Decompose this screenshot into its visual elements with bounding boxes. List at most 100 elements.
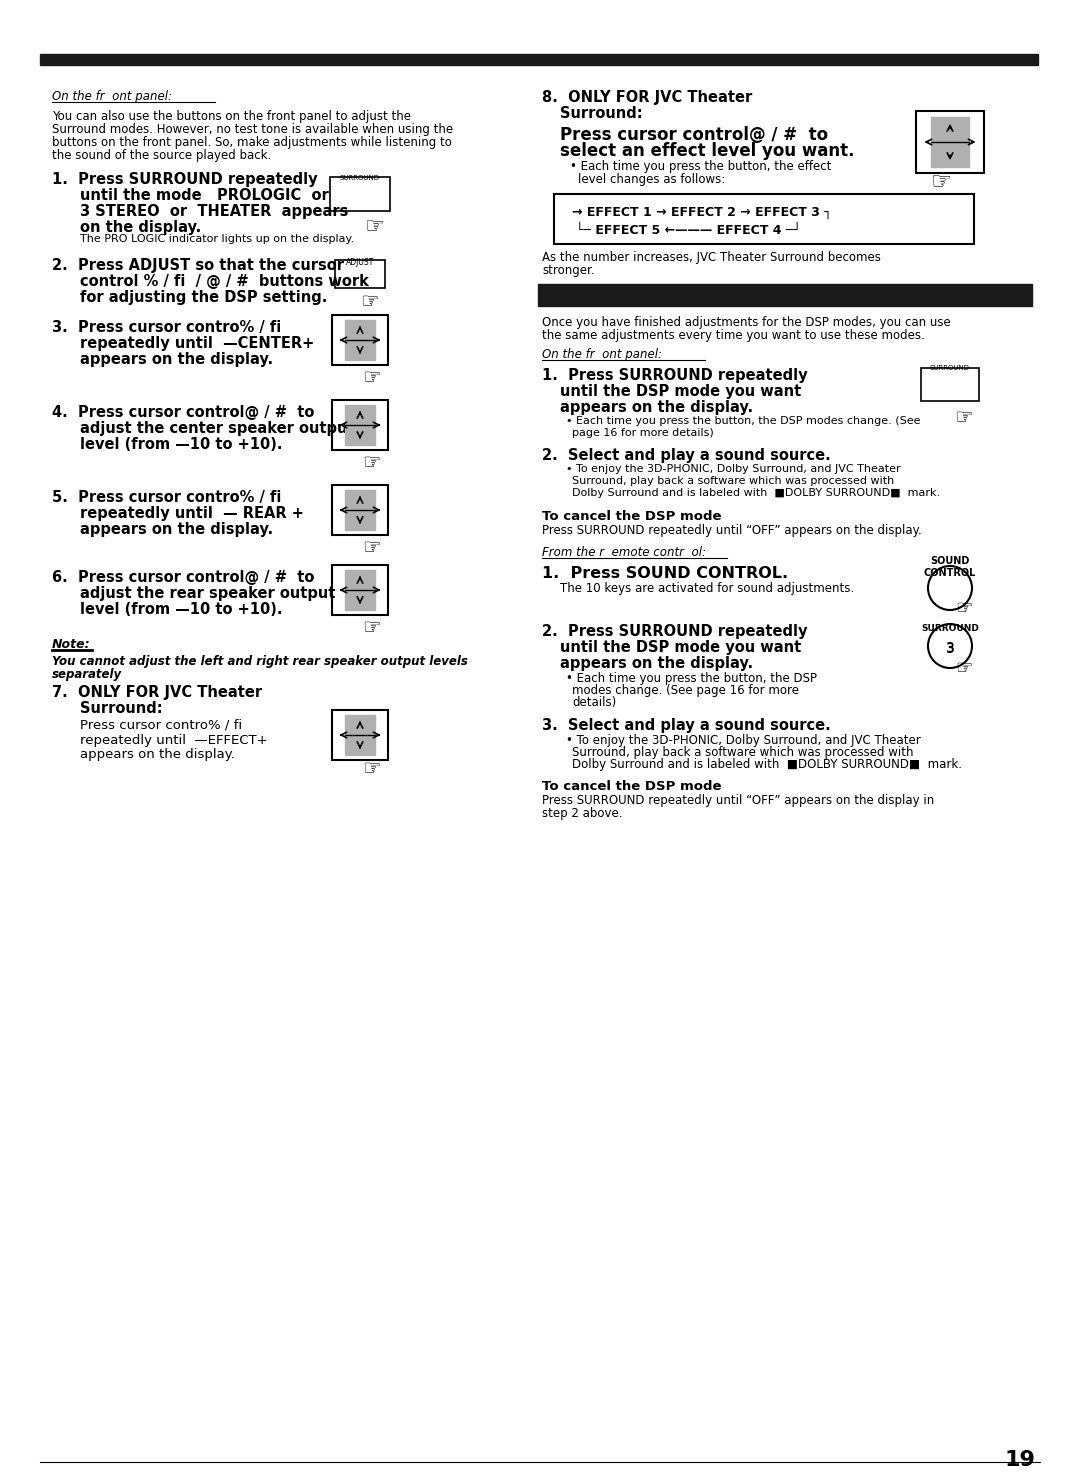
Text: Press SURROUND repeatedly until “OFF” appears on the display.: Press SURROUND repeatedly until “OFF” ap… [542, 523, 921, 537]
Text: ☞: ☞ [955, 658, 973, 678]
Text: You can also use the buttons on the front panel to adjust the: You can also use the buttons on the fron… [52, 110, 411, 123]
Text: ☞: ☞ [363, 368, 381, 389]
Text: repeatedly until  — REAR +: repeatedly until — REAR + [80, 506, 303, 521]
Text: Surround:: Surround: [80, 701, 163, 716]
Bar [345, 405, 376, 426]
Text: The PRO LOGIC indicator lights up on the display.: The PRO LOGIC indicator lights up on the… [80, 234, 354, 245]
Text: SURROUND: SURROUND [930, 365, 970, 372]
Bar [335, 260, 384, 288]
Text: • To enjoy the 3D-PHONIC, Dolby Surround, and JVC Theater: • To enjoy the 3D-PHONIC, Dolby Surround… [566, 734, 921, 747]
Text: until the DSP mode you want: until the DSP mode you want [561, 641, 801, 655]
Text: modes change. (See page 16 for more: modes change. (See page 16 for more [572, 684, 799, 697]
Text: └─ EFFECT 5 ←——— EFFECT 4 ─┘: └─ EFFECT 5 ←——— EFFECT 4 ─┘ [576, 224, 801, 237]
Text: On the fr  ont panel:: On the fr ont panel: [52, 90, 172, 102]
Bar [554, 194, 974, 245]
Bar [345, 320, 376, 340]
Text: 3.  Select and play a sound source.: 3. Select and play a sound source. [542, 718, 831, 733]
Text: From the r  emote contr  ol:: From the r emote contr ol: [542, 546, 706, 559]
Bar [931, 142, 969, 168]
Text: ADJUST: ADJUST [346, 258, 374, 267]
Text: ☞: ☞ [955, 599, 973, 617]
Text: level changes as follows:: level changes as follows: [578, 174, 726, 185]
Bar [332, 314, 388, 365]
Text: on the display.: on the display. [80, 219, 201, 234]
Bar [345, 715, 376, 736]
Bar [345, 736, 376, 755]
Text: Dolby Surround and is labeled with  ■DOLBY SURROUND■  mark.: Dolby Surround and is labeled with ■DOLB… [572, 488, 940, 498]
Text: until the DSP mode you want: until the DSP mode you want [561, 384, 801, 399]
Bar [332, 400, 388, 449]
Text: On the fr  ont panel:: On the fr ont panel: [542, 349, 662, 360]
Text: Press cursor control@ / #  to: Press cursor control@ / # to [561, 126, 828, 144]
Text: CONTROL: CONTROL [923, 568, 976, 578]
Bar [345, 340, 376, 360]
Text: 3: 3 [946, 642, 955, 655]
Text: 2.  Press ADJUST so that the cursor: 2. Press ADJUST so that the cursor [52, 258, 345, 273]
Text: ☞: ☞ [364, 217, 384, 237]
Text: Dolby Surround and is labeled with  ■DOLBY SURROUND■  mark.: Dolby Surround and is labeled with ■DOLB… [572, 758, 962, 771]
Text: Surround, play back a software which was processed with: Surround, play back a software which was… [572, 476, 894, 486]
Text: details): details) [572, 696, 617, 709]
Text: page 16 for more details): page 16 for more details) [572, 429, 714, 437]
Text: ☞: ☞ [361, 292, 379, 311]
Bar [345, 426, 376, 445]
Bar [332, 710, 388, 759]
Bar [931, 117, 969, 142]
Bar [345, 510, 376, 531]
Bar [345, 590, 376, 610]
Text: Note:: Note: [52, 638, 91, 651]
Text: ☞: ☞ [955, 408, 973, 429]
Text: • Each time you press the button, the DSP modes change. (See: • Each time you press the button, the DS… [566, 417, 920, 426]
Text: Surround modes. However, no test tone is available when using the: Surround modes. However, no test tone is… [52, 123, 454, 136]
Text: 4.  Press cursor control@ / #  to: 4. Press cursor control@ / # to [52, 405, 314, 420]
Text: repeatedly until  —EFFECT+: repeatedly until —EFFECT+ [80, 734, 268, 747]
Text: adjust the rear speaker output: adjust the rear speaker output [80, 586, 336, 601]
Text: 2.  Select and play a sound source.: 2. Select and play a sound source. [542, 448, 831, 463]
Text: 7.  ONLY FOR JVC Theater: 7. ONLY FOR JVC Theater [52, 685, 262, 700]
Text: the same adjustments every time you want to use these modes.: the same adjustments every time you want… [542, 329, 924, 343]
Bar [538, 285, 1032, 305]
Text: select an effect level you want.: select an effect level you want. [561, 142, 854, 160]
Text: step 2 above.: step 2 above. [542, 807, 622, 820]
Text: SURROUND: SURROUND [921, 624, 978, 633]
Text: Activating the DSP Modes: Activating the DSP Modes [546, 288, 769, 303]
Text: repeatedly until  —CENTER+: repeatedly until —CENTER+ [80, 337, 314, 351]
Text: 3.  Press cursor contro% / fi: 3. Press cursor contro% / fi [52, 320, 281, 335]
Text: ☞: ☞ [931, 171, 953, 194]
Text: Press cursor contro% / fi: Press cursor contro% / fi [80, 719, 242, 733]
Text: Surround, play back a software which was processed with: Surround, play back a software which was… [572, 746, 914, 759]
Text: 8.  ONLY FOR JVC Theater: 8. ONLY FOR JVC Theater [542, 90, 753, 105]
Text: 2.  Press SURROUND repeatedly: 2. Press SURROUND repeatedly [542, 624, 808, 639]
Text: → EFFECT 1 → EFFECT 2 → EFFECT 3 ┐: → EFFECT 1 → EFFECT 2 → EFFECT 3 ┐ [572, 206, 832, 219]
Text: appears on the display.: appears on the display. [80, 522, 273, 537]
Bar [345, 569, 376, 590]
Text: • Each time you press the button, the DSP: • Each time you press the button, the DS… [566, 672, 816, 685]
Text: ☞: ☞ [363, 538, 381, 558]
Text: appears on the display.: appears on the display. [561, 400, 753, 415]
Text: As the number increases, JVC Theater Surround becomes: As the number increases, JVC Theater Sur… [542, 251, 881, 264]
Text: ☞: ☞ [363, 618, 381, 638]
Text: 5.  Press cursor contro% / fi: 5. Press cursor contro% / fi [52, 489, 282, 506]
Text: control % / fi  / @ / #  buttons work: control % / fi / @ / # buttons work [80, 274, 369, 289]
Bar [345, 489, 376, 510]
Text: Press SURROUND repeatedly until “OFF” appears on the display in: Press SURROUND repeatedly until “OFF” ap… [542, 793, 934, 807]
Text: 6.  Press cursor control@ / #  to: 6. Press cursor control@ / # to [52, 569, 314, 584]
Bar [921, 368, 978, 400]
Text: adjust the center speaker output: adjust the center speaker output [80, 421, 354, 436]
Bar [330, 176, 390, 211]
Text: Once you have finished adjustments for the DSP modes, you can use: Once you have finished adjustments for t… [542, 316, 950, 329]
Text: appears on the display.: appears on the display. [80, 747, 234, 761]
Text: 19: 19 [1004, 1450, 1036, 1470]
Text: 3 STEREO  or  THEATER  appears: 3 STEREO or THEATER appears [80, 205, 349, 219]
Text: To cancel the DSP mode: To cancel the DSP mode [542, 510, 721, 523]
Text: • To enjoy the 3D-PHONIC, Dolby Surround, and JVC Theater: • To enjoy the 3D-PHONIC, Dolby Surround… [566, 464, 901, 475]
Bar [332, 485, 388, 535]
Text: 1.  Press SURROUND repeatedly: 1. Press SURROUND repeatedly [52, 172, 318, 187]
Text: The 10 keys are activated for sound adjustments.: The 10 keys are activated for sound adju… [561, 581, 854, 595]
Bar [332, 565, 388, 615]
Text: appears on the display.: appears on the display. [561, 655, 753, 670]
Text: 1.  Press SURROUND repeatedly: 1. Press SURROUND repeatedly [542, 368, 808, 383]
Text: stronger.: stronger. [542, 264, 595, 277]
Text: SOUND: SOUND [930, 556, 970, 567]
Text: level (from —10 to +10).: level (from —10 to +10). [80, 602, 283, 617]
